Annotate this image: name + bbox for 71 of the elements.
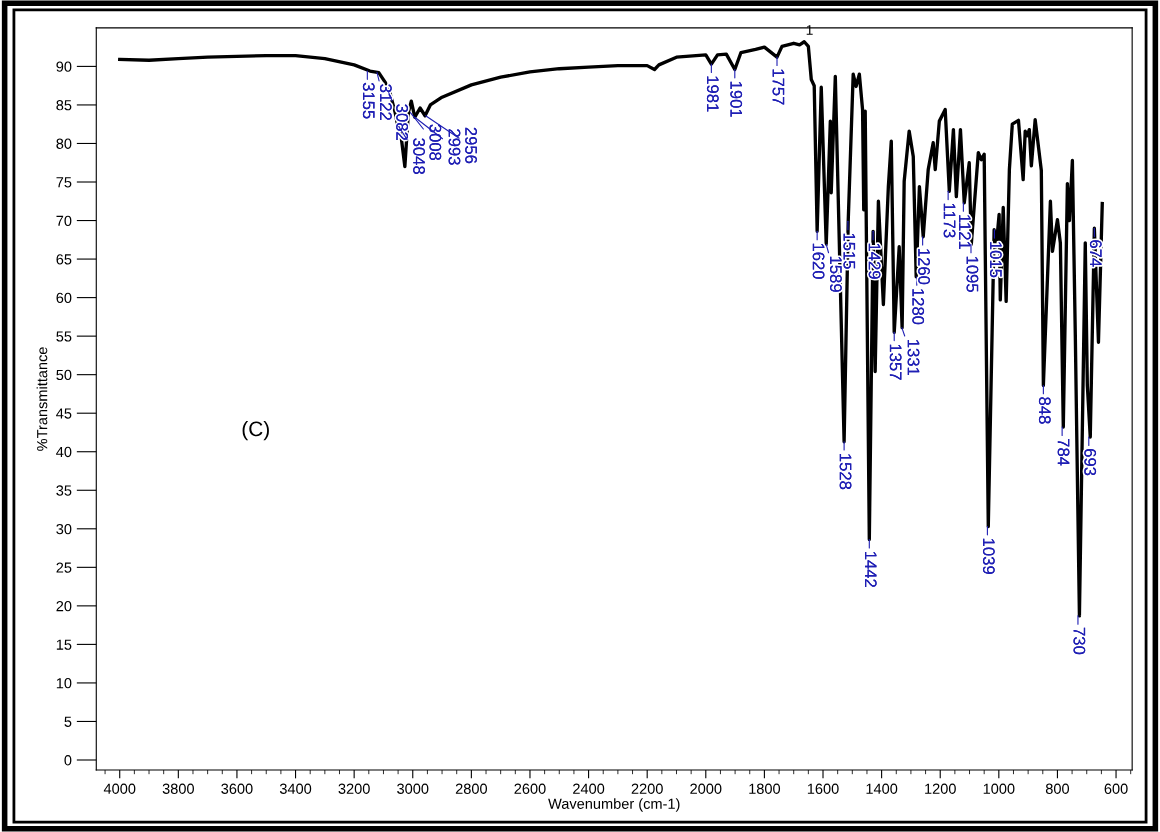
x-tick-label: 1000 bbox=[983, 783, 1015, 794]
annotation: 1260 bbox=[918, 249, 930, 285]
annotation: 1173 bbox=[943, 203, 956, 238]
annotation: 1981 bbox=[706, 76, 719, 112]
x-tick-label: 3200 bbox=[338, 783, 370, 794]
x-tick-label: 1200 bbox=[925, 783, 956, 794]
x-tick-label: 3600 bbox=[221, 783, 253, 794]
annotation: 1429 bbox=[868, 243, 881, 279]
annotation: 1528 bbox=[839, 454, 852, 490]
y-tick-label: 25 bbox=[56, 562, 72, 573]
y-tick-label: 80 bbox=[56, 138, 72, 149]
y-tick-label: 75 bbox=[56, 177, 72, 188]
y-tick-label: 30 bbox=[56, 523, 72, 535]
annotation: 3122 bbox=[379, 84, 392, 120]
y-tick-label: 35 bbox=[56, 485, 72, 496]
annotation: 674 bbox=[1089, 240, 1102, 267]
x-tick-label: 2600 bbox=[514, 783, 546, 794]
y-tick-label: 20 bbox=[56, 600, 72, 612]
annotation: 3155 bbox=[362, 82, 375, 119]
annotation: 1331 bbox=[907, 340, 920, 376]
line-series bbox=[118, 40, 1104, 618]
x-tick-label: 2200 bbox=[631, 783, 663, 794]
x-axis-title: Wavenumber (cm-1) bbox=[548, 798, 680, 812]
annotation: 693 bbox=[1084, 449, 1097, 476]
annotation: 848 bbox=[1038, 397, 1051, 424]
y-axis-title: %Transmittance bbox=[36, 347, 48, 451]
annotation: 1095 bbox=[966, 256, 979, 292]
y-tick-label: 0 bbox=[64, 755, 72, 766]
x-tick-label: 1800 bbox=[749, 783, 781, 794]
annotation: 1015 bbox=[989, 242, 1002, 278]
annotation: 1039 bbox=[982, 538, 995, 574]
x-tick-label: 4000 bbox=[103, 783, 136, 794]
y-tick-label: 40 bbox=[56, 446, 72, 458]
annotation: 2993 bbox=[448, 129, 461, 165]
y-tick-label: 5 bbox=[64, 716, 72, 727]
annotation: 1121 bbox=[959, 215, 971, 249]
y-tick-label: 10 bbox=[56, 678, 72, 689]
y-tick-label: 85 bbox=[56, 100, 72, 111]
x-tick-label: 1400 bbox=[866, 783, 898, 794]
x-tick-label: 3000 bbox=[397, 783, 429, 794]
annotation: 1757 bbox=[772, 69, 785, 105]
y-tick-label: 70 bbox=[56, 215, 72, 226]
annotation: 1357 bbox=[889, 344, 902, 380]
y-tick-label: 45 bbox=[56, 408, 72, 419]
x-tick-label: 2000 bbox=[690, 783, 722, 794]
annotation: 2956 bbox=[465, 127, 477, 164]
y-tick-label: 65 bbox=[56, 254, 72, 265]
y-tick-label: 90 bbox=[56, 61, 72, 72]
x-tick-label: 1600 bbox=[807, 783, 839, 794]
annotation: 3048 bbox=[413, 138, 425, 174]
y-tick-label: 55 bbox=[56, 331, 72, 342]
x-tick-label: 2400 bbox=[573, 783, 605, 794]
annotation: 1280 bbox=[912, 289, 925, 325]
y-tick-label: 50 bbox=[56, 369, 72, 381]
x-tick-label: 3800 bbox=[162, 783, 194, 794]
annotation: 1515 bbox=[843, 233, 856, 269]
x-tick-label: 3400 bbox=[279, 783, 312, 794]
annotation: 1589 bbox=[829, 256, 842, 292]
annotation: 784 bbox=[1057, 439, 1070, 466]
annotation: 1620 bbox=[812, 243, 825, 279]
x-tick-label: 800 bbox=[1045, 783, 1070, 794]
annotation: 1901 bbox=[730, 81, 743, 117]
annotation: (C) bbox=[242, 420, 269, 441]
x-tick-label: 2800 bbox=[455, 783, 488, 794]
annotation: 3008 bbox=[429, 124, 442, 161]
y-tick-label: 15 bbox=[56, 639, 72, 650]
annotation: 730 bbox=[1073, 627, 1086, 655]
annotation: 1442 bbox=[865, 551, 877, 587]
annotation: 1 bbox=[806, 25, 813, 35]
x-tick-label: 600 bbox=[1104, 783, 1128, 794]
y-tick-label: 60 bbox=[56, 292, 72, 304]
